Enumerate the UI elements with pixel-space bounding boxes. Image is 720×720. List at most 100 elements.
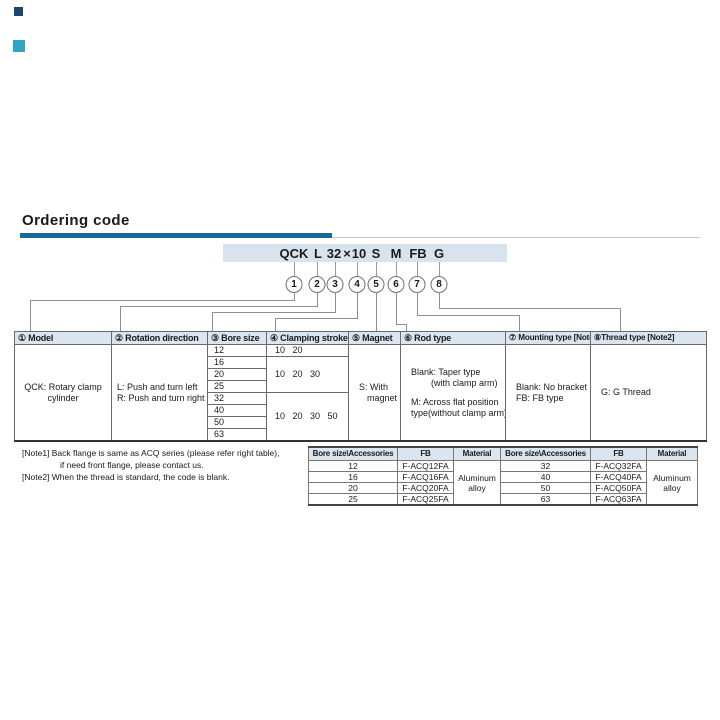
- acc-header-bore-left: Bore size\Accessories: [308, 446, 398, 461]
- order-circle-4: 4: [348, 276, 366, 293]
- note1-line2: if need front flange, please contact us.: [60, 460, 204, 470]
- connector-line-5: [376, 292, 377, 331]
- order-circle-6: 6: [387, 276, 405, 293]
- connector-line-1: [30, 300, 295, 332]
- header-model: ① Model: [14, 331, 112, 345]
- code-segment-mounting: FB: [409, 246, 427, 261]
- acc-fb-25: F-ACQ25FA: [397, 493, 454, 506]
- mounting-line1: Blank: No bracket: [516, 381, 588, 392]
- bore-size-40: 40: [207, 404, 267, 417]
- acc-fb-40: F-ACQ40FA: [590, 471, 647, 483]
- acc-header-material-right: Material: [646, 446, 698, 461]
- thread-type-cell: G: G Thread: [590, 344, 707, 442]
- rod-type-cell: Blank: Taper type (with clamp arm) M: Ac…: [400, 344, 506, 442]
- mounting-line2: FB: FB type: [516, 392, 564, 403]
- connector-line-8: [439, 292, 440, 308]
- bore-size-12: 12: [207, 344, 267, 357]
- table-row: 50: [15, 416, 707, 429]
- note2: [Note2] When the thread is standard, the…: [22, 472, 230, 482]
- material-line2: alloy: [468, 482, 486, 493]
- table-row: 32 10 20 30 50: [15, 392, 707, 442]
- order-circle-5: 5: [367, 276, 385, 293]
- tick-line: [317, 262, 318, 276]
- rotation-line2: R: Push and turn right: [117, 392, 205, 403]
- table-row: 16 10 20 30: [15, 356, 707, 393]
- rod-type-line3: M: Across flat position: [411, 396, 499, 407]
- table-row: QCK: Rotary clamp cylinder L: Push and t…: [14, 344, 707, 442]
- acc-fb-16: F-ACQ16FA: [397, 471, 454, 483]
- tick-line: [396, 262, 397, 276]
- header-rotation-direction: ② Rotation direction: [111, 331, 208, 345]
- acc-bore-50: 50: [500, 482, 591, 494]
- acc-material-right: Aluminum alloy: [646, 460, 698, 506]
- acc-material-left: Aluminum alloy: [453, 460, 501, 506]
- acc-bore-40: 40: [500, 471, 591, 483]
- accessory-header-row: Bore size\Accessories FB Material Bore s…: [308, 446, 698, 461]
- bore-size-50: 50: [207, 416, 267, 429]
- connector-line-4: [275, 318, 358, 332]
- note1-line1: [Note1] Back flange is same as ACQ serie…: [22, 448, 280, 458]
- material-line2: alloy: [663, 482, 681, 493]
- acc-bore-32: 32: [500, 460, 591, 472]
- acc-bore-16: 16: [308, 471, 398, 483]
- bore-size-63: 63: [207, 428, 267, 442]
- code-segment-magnet: S: [371, 246, 381, 261]
- acc-bore-63: 63: [500, 493, 591, 506]
- material-line1: Aluminum: [653, 472, 691, 483]
- acc-fb-12: F-ACQ12FA: [397, 460, 454, 472]
- table-row: 63: [15, 428, 707, 442]
- corner-marker-bottom-icon: [13, 40, 25, 52]
- tick-line: [357, 262, 358, 276]
- code-segment-times: ×: [343, 246, 351, 261]
- connector-line-2: [120, 306, 318, 332]
- table-row: 12 F-ACQ12FA Aluminum alloy 32 F-ACQ32FA…: [308, 460, 698, 506]
- thread-line: G: G Thread: [601, 387, 651, 397]
- clamping-stroke-group2: 10 20 30: [266, 356, 349, 393]
- header-clamping-stroke: ④ Clamping stroke: [266, 331, 349, 345]
- rod-type-line4: type(without clamp arm): [411, 407, 506, 418]
- acc-header-fb-right: FB: [590, 446, 647, 461]
- bore-size-25: 25: [207, 380, 267, 393]
- table-row: 20 F-ACQ20FA 50 F-ACQ50FA: [308, 482, 698, 494]
- code-segment-thread: G: [433, 246, 445, 261]
- connector-line-8: [439, 308, 621, 332]
- rod-type-line1: Blank: Taper type: [411, 366, 481, 377]
- rotation-cell: L: Push and turn left R: Push and turn r…: [111, 344, 208, 442]
- bore-size-20: 20: [207, 368, 267, 381]
- acc-bore-25: 25: [308, 493, 398, 506]
- ordering-table-header-row: ① Model ② Rotation direction ③ Bore size…: [14, 331, 707, 345]
- tick-line: [294, 262, 295, 276]
- connector-line-7: [417, 292, 418, 315]
- bore-size-32: 32: [207, 392, 267, 405]
- model-cell: QCK: Rotary clamp cylinder: [14, 344, 112, 442]
- model-line1: QCK: Rotary clamp: [24, 381, 102, 392]
- acc-fb-50: F-ACQ50FA: [590, 482, 647, 494]
- connector-line-2: [317, 292, 318, 306]
- code-segment-rod: M: [390, 246, 402, 261]
- header-mounting-type: ⑦ Mounting type [Note1]: [505, 331, 591, 345]
- order-circle-1: 1: [285, 276, 303, 293]
- page-title: Ordering code: [22, 212, 130, 229]
- magnet-line1: S: With: [359, 381, 389, 392]
- code-segment-model: QCK: [279, 246, 309, 261]
- order-circle-7: 7: [408, 276, 426, 293]
- code-segment-rotation: L: [314, 246, 322, 261]
- connector-line-3: [335, 292, 336, 312]
- acc-fb-63: F-ACQ63FA: [590, 493, 647, 506]
- order-code-bar: [223, 244, 507, 262]
- acc-header-material-left: Material: [453, 446, 501, 461]
- acc-bore-12: 12: [308, 460, 398, 472]
- table-row: 16 F-ACQ16FA 40 F-ACQ40FA: [308, 471, 698, 483]
- title-underline-gray: [20, 237, 700, 238]
- mounting-type-cell: Blank: No bracket FB: FB type: [505, 344, 591, 442]
- material-line1: Aluminum: [458, 472, 496, 483]
- clamping-stroke-group1: 10 20: [266, 344, 349, 357]
- corner-marker-top-icon: [14, 7, 23, 16]
- acc-bore-20: 20: [308, 482, 398, 494]
- tick-line: [376, 262, 377, 276]
- connector-line-1: [294, 292, 295, 300]
- order-circle-8: 8: [430, 276, 448, 293]
- header-bore-size: ③ Bore size: [207, 331, 267, 345]
- tick-line: [335, 262, 336, 276]
